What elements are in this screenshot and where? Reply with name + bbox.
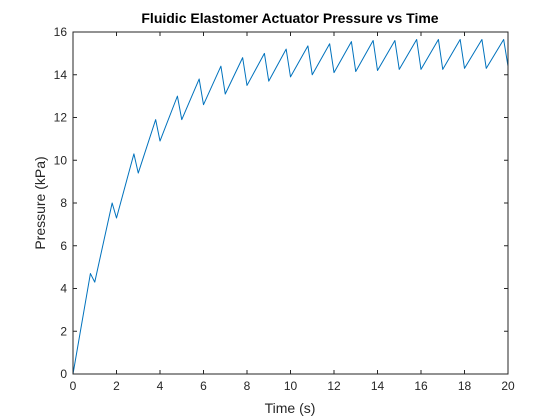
x-tick-label: 0 — [70, 379, 77, 393]
x-axis-label: Time (s) — [265, 400, 316, 416]
y-axis-label: Pressure (kPa) — [32, 156, 48, 249]
plot-area — [73, 32, 508, 374]
pressure-series-line — [72, 38, 509, 375]
y-tick-label: 2 — [60, 324, 67, 338]
y-tick-label: 6 — [60, 239, 67, 253]
y-tick-label: 10 — [54, 153, 68, 167]
x-tick-label: 4 — [157, 379, 164, 393]
series-layer — [72, 38, 509, 375]
x-tick-label: 10 — [284, 379, 298, 393]
y-tick-label: 12 — [54, 111, 68, 125]
y-tick-label: 4 — [60, 282, 67, 296]
x-tick-label: 20 — [501, 379, 515, 393]
y-tick-label: 16 — [54, 25, 68, 39]
tick-layer: 0 2 4 6 8 10 12 14 16 18 20 0 2 4 6 8 10 12 14 16 — [54, 25, 515, 393]
x-tick-label: 12 — [327, 379, 341, 393]
y-tick-label: 8 — [60, 196, 67, 210]
x-tick-label: 8 — [244, 379, 251, 393]
x-tick-label: 2 — [113, 379, 120, 393]
x-tick-label: 18 — [458, 379, 472, 393]
x-tick-label: 6 — [200, 379, 207, 393]
x-tick-label: 16 — [414, 379, 428, 393]
chart-title: Fluidic Elastomer Actuator Pressure vs T… — [141, 10, 438, 26]
x-tick-label: 14 — [371, 379, 385, 393]
y-tick-label: 0 — [60, 367, 67, 381]
y-tick-label: 14 — [54, 68, 68, 82]
